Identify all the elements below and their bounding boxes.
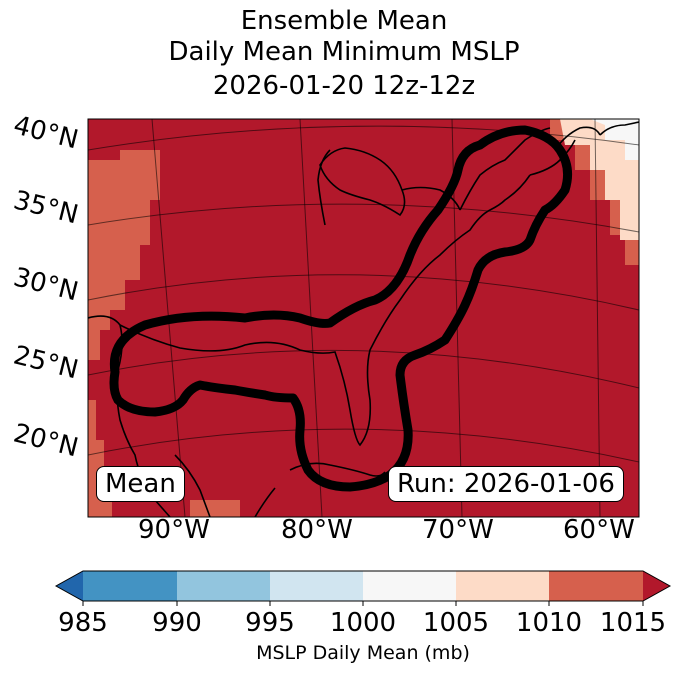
title-line-3: 2026-01-20 12z-12z xyxy=(212,71,476,101)
lon-label-70w: 70°W xyxy=(422,515,494,545)
map-area xyxy=(88,119,639,517)
lon-label-90w: 90°W xyxy=(138,515,210,545)
contour-line xyxy=(109,125,573,492)
colorbar-extend-low xyxy=(56,571,83,601)
field-band-1000-northeast xyxy=(590,119,639,160)
cbar-tick-1000: 1000 xyxy=(329,608,397,638)
field-band-1010-west xyxy=(88,150,160,360)
map-frame xyxy=(87,118,640,518)
colorbar-bin-1005-1010 xyxy=(456,571,549,601)
colorbar xyxy=(54,570,672,606)
colorbar-bin-995-1000 xyxy=(270,571,363,601)
cbar-tick-990: 990 xyxy=(152,608,202,638)
mean-label-box: Mean xyxy=(96,466,185,502)
field-band-1005-northeast xyxy=(560,119,639,240)
lon-label-80w: 80°W xyxy=(281,515,353,545)
title-line-2: Daily Mean Minimum MSLP xyxy=(168,37,520,67)
cbar-tick-1005: 1005 xyxy=(422,608,490,638)
cbar-tick-985: 985 xyxy=(58,608,108,638)
colorbar-bin-1010-1015 xyxy=(549,571,643,601)
cbar-tick-1015: 1015 xyxy=(599,608,667,638)
colorbar-bin-990-995 xyxy=(177,571,270,601)
cbar-tick-995: 995 xyxy=(245,608,295,638)
colorbar-extend-high xyxy=(643,571,670,601)
colorbar-bin-985-990 xyxy=(83,571,177,601)
title-line-1: Ensemble Mean xyxy=(240,6,448,36)
cbar-tick-1010: 1010 xyxy=(515,608,583,638)
colorbar-label: MSLP Daily Mean (mb) xyxy=(256,642,470,664)
field-band-1010-south xyxy=(190,500,240,517)
colorbar-bin-1000-1005 xyxy=(363,571,456,601)
lon-label-60w: 60°W xyxy=(563,515,635,545)
run-date-box: Run: 2026-01-06 xyxy=(388,466,624,502)
